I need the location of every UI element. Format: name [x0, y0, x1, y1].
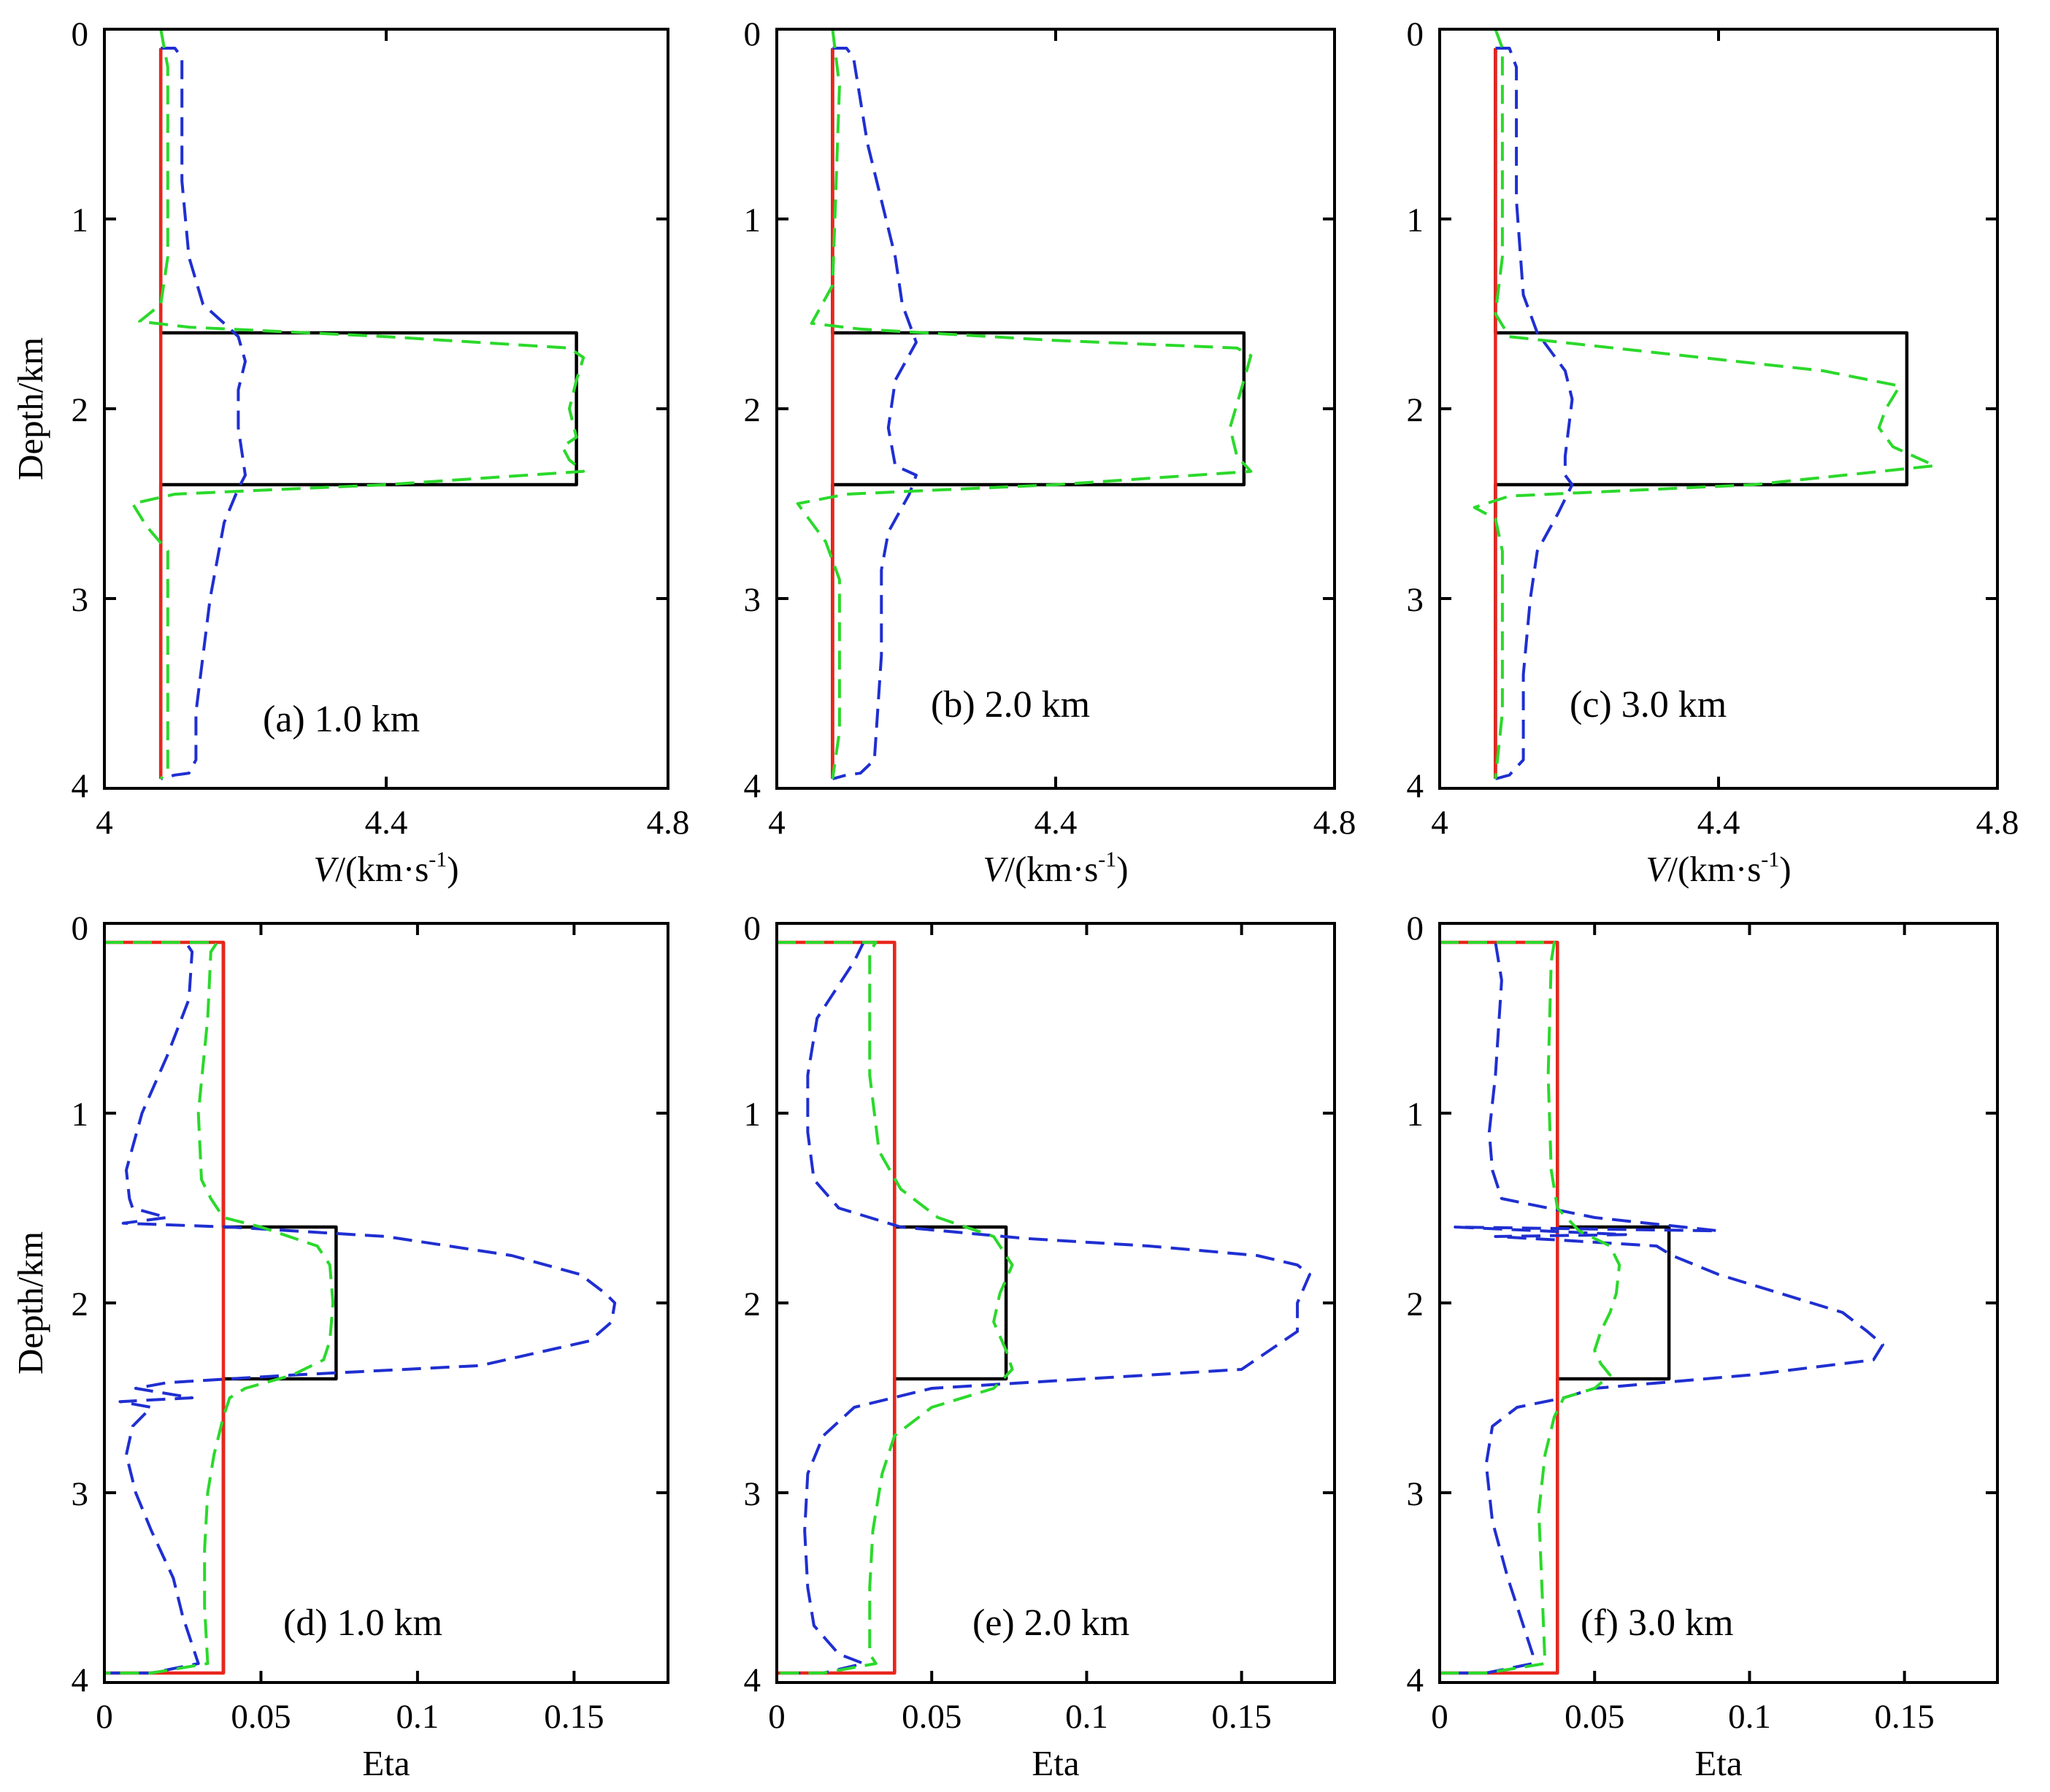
y-tick-label: 2	[72, 391, 89, 429]
y-tick-label: 1	[72, 1096, 89, 1134]
y-tick-label: 4	[72, 767, 89, 805]
x-tick-label: 0	[96, 1698, 113, 1736]
y-tick-label: 3	[1407, 581, 1424, 619]
x-tick-label: 0	[768, 1698, 786, 1736]
axes-frame	[775, 922, 1336, 1684]
x-axis-label: V/(km·s-1)	[1646, 847, 1791, 889]
axes-frame	[103, 922, 669, 1684]
panel-b: 4 4.4 4.8 0 1 2 3 4 V/(km·s-1) (b) 2.0 km	[744, 15, 1356, 889]
panel-label: (d) 1.0 km	[283, 1602, 442, 1644]
series-true-line	[221, 942, 338, 1673]
y-tick-label: 3	[72, 581, 89, 619]
x-tick-label: 4.4	[1697, 804, 1740, 842]
x-tick-label: 4.8	[1313, 804, 1356, 842]
y-tick-label: 4	[1407, 1661, 1424, 1699]
panel-c: 4 4.4 4.8 0 1 2 3 4 V/(km·s-1) (c) 3.0 km	[1407, 15, 2019, 889]
y-tick-label: 3	[744, 581, 761, 619]
x-tick-label: 0.05	[1565, 1698, 1624, 1736]
series-green-line	[777, 941, 1014, 1674]
y-tick-label: 0	[744, 910, 761, 947]
x-tick-label: 0.05	[231, 1698, 291, 1736]
series-green-line	[1440, 941, 1621, 1674]
x-tick-label: 0.15	[1875, 1698, 1935, 1736]
y-axis-label: Depth/km	[10, 1231, 50, 1374]
x-tick-label: 4	[1431, 804, 1448, 842]
panel-label: (e) 2.0 km	[972, 1602, 1129, 1644]
y-axis-label: Depth/km	[10, 337, 50, 480]
y-tick-label: 1	[1407, 1096, 1424, 1134]
y-tick-label: 2	[744, 1285, 761, 1323]
y-tick-label: 4	[72, 1661, 89, 1699]
x-axis-label: V/(km·s-1)	[983, 847, 1128, 889]
y-tick-label: 1	[1407, 201, 1424, 239]
series-blue-line	[1494, 47, 1574, 780]
series-true-line	[1494, 48, 1909, 779]
panel-e: 0 0.05 0.1 0.15 0 1 2 3 4 Eta (e) 2.0 km	[744, 910, 1336, 1783]
x-tick-label: 0.05	[902, 1698, 961, 1736]
x-tick-label: 4.4	[1034, 804, 1078, 842]
y-tick-label: 2	[744, 391, 761, 429]
x-tick-label: 0.15	[1212, 1698, 1272, 1736]
y-tick-label: 3	[744, 1475, 761, 1513]
series-initial-line	[777, 940, 897, 1675]
x-tick-label: 4	[768, 804, 786, 842]
panel-d: 0 0.05 0.1 0.15 0 1 2 3 4 Eta Depth/km (d) 1.0 km	[10, 910, 669, 1783]
x-tick-label: 4.8	[647, 804, 690, 842]
series-green-line	[104, 941, 335, 1674]
x-tick-label: 4.8	[1976, 804, 2019, 842]
y-tick-label: 4	[1407, 767, 1424, 805]
x-axis-label: Eta	[362, 1743, 410, 1783]
y-tick-label: 0	[1407, 15, 1424, 53]
y-tick-label: 2	[1407, 1285, 1424, 1323]
series-green-line	[131, 29, 586, 780]
x-tick-label: 0.1	[1728, 1698, 1771, 1736]
panel-a: 4 4.4 4.8 0 1 2 3 4 V/(km·s-1) Depth/km (a) 1.0 km	[10, 15, 689, 889]
y-tick-label: 1	[744, 201, 761, 239]
y-tick-label: 1	[744, 1096, 761, 1134]
y-tick-label: 0	[72, 910, 89, 947]
x-axis-label: Eta	[1032, 1743, 1080, 1783]
y-tick-label: 1	[72, 201, 89, 239]
panel-label: (b) 2.0 km	[931, 684, 1090, 726]
series-true-line	[1556, 942, 1671, 1673]
panel-f: 0 0.05 0.1 0.15 0 1 2 3 4 Eta (f) 3.0 km	[1407, 910, 1999, 1783]
series-green-line	[796, 29, 1253, 780]
axes-frame	[103, 28, 669, 790]
series-green-line	[1473, 29, 1937, 780]
series-blue-line	[777, 941, 1311, 1674]
panel-label: (f) 3.0 km	[1581, 1602, 1733, 1644]
y-tick-label: 2	[72, 1285, 89, 1323]
y-tick-label: 3	[72, 1475, 89, 1513]
x-tick-label: 0.1	[396, 1698, 439, 1736]
series-true-line	[831, 48, 1246, 779]
y-tick-label: 4	[744, 767, 761, 805]
series-true-line	[158, 48, 578, 779]
series-blue-line	[832, 47, 918, 780]
y-tick-label: 3	[1407, 1475, 1424, 1513]
x-tick-label: 0	[1431, 1698, 1448, 1736]
axes-frame	[775, 28, 1336, 790]
x-axis-label: V/(km·s-1)	[313, 847, 458, 889]
x-tick-label: 4.4	[365, 804, 408, 842]
x-tick-label: 4	[96, 804, 113, 842]
x-tick-label: 0.15	[544, 1698, 604, 1736]
series-true-line	[893, 942, 1008, 1673]
y-tick-label: 2	[1407, 391, 1424, 429]
y-tick-label: 0	[72, 15, 89, 53]
x-tick-label: 0.1	[1065, 1698, 1108, 1736]
series-blue-line	[104, 941, 617, 1674]
axes-frame	[1438, 922, 1999, 1684]
series-blue-line	[160, 47, 247, 780]
x-axis-label: Eta	[1694, 1743, 1743, 1783]
y-tick-label: 4	[744, 1661, 761, 1699]
y-tick-label: 0	[744, 15, 761, 53]
y-tick-label: 0	[1407, 910, 1424, 947]
panel-label: (a) 1.0 km	[263, 699, 420, 740]
panel-label: (c) 3.0 km	[1570, 684, 1727, 726]
series-blue-line	[1440, 941, 1884, 1674]
